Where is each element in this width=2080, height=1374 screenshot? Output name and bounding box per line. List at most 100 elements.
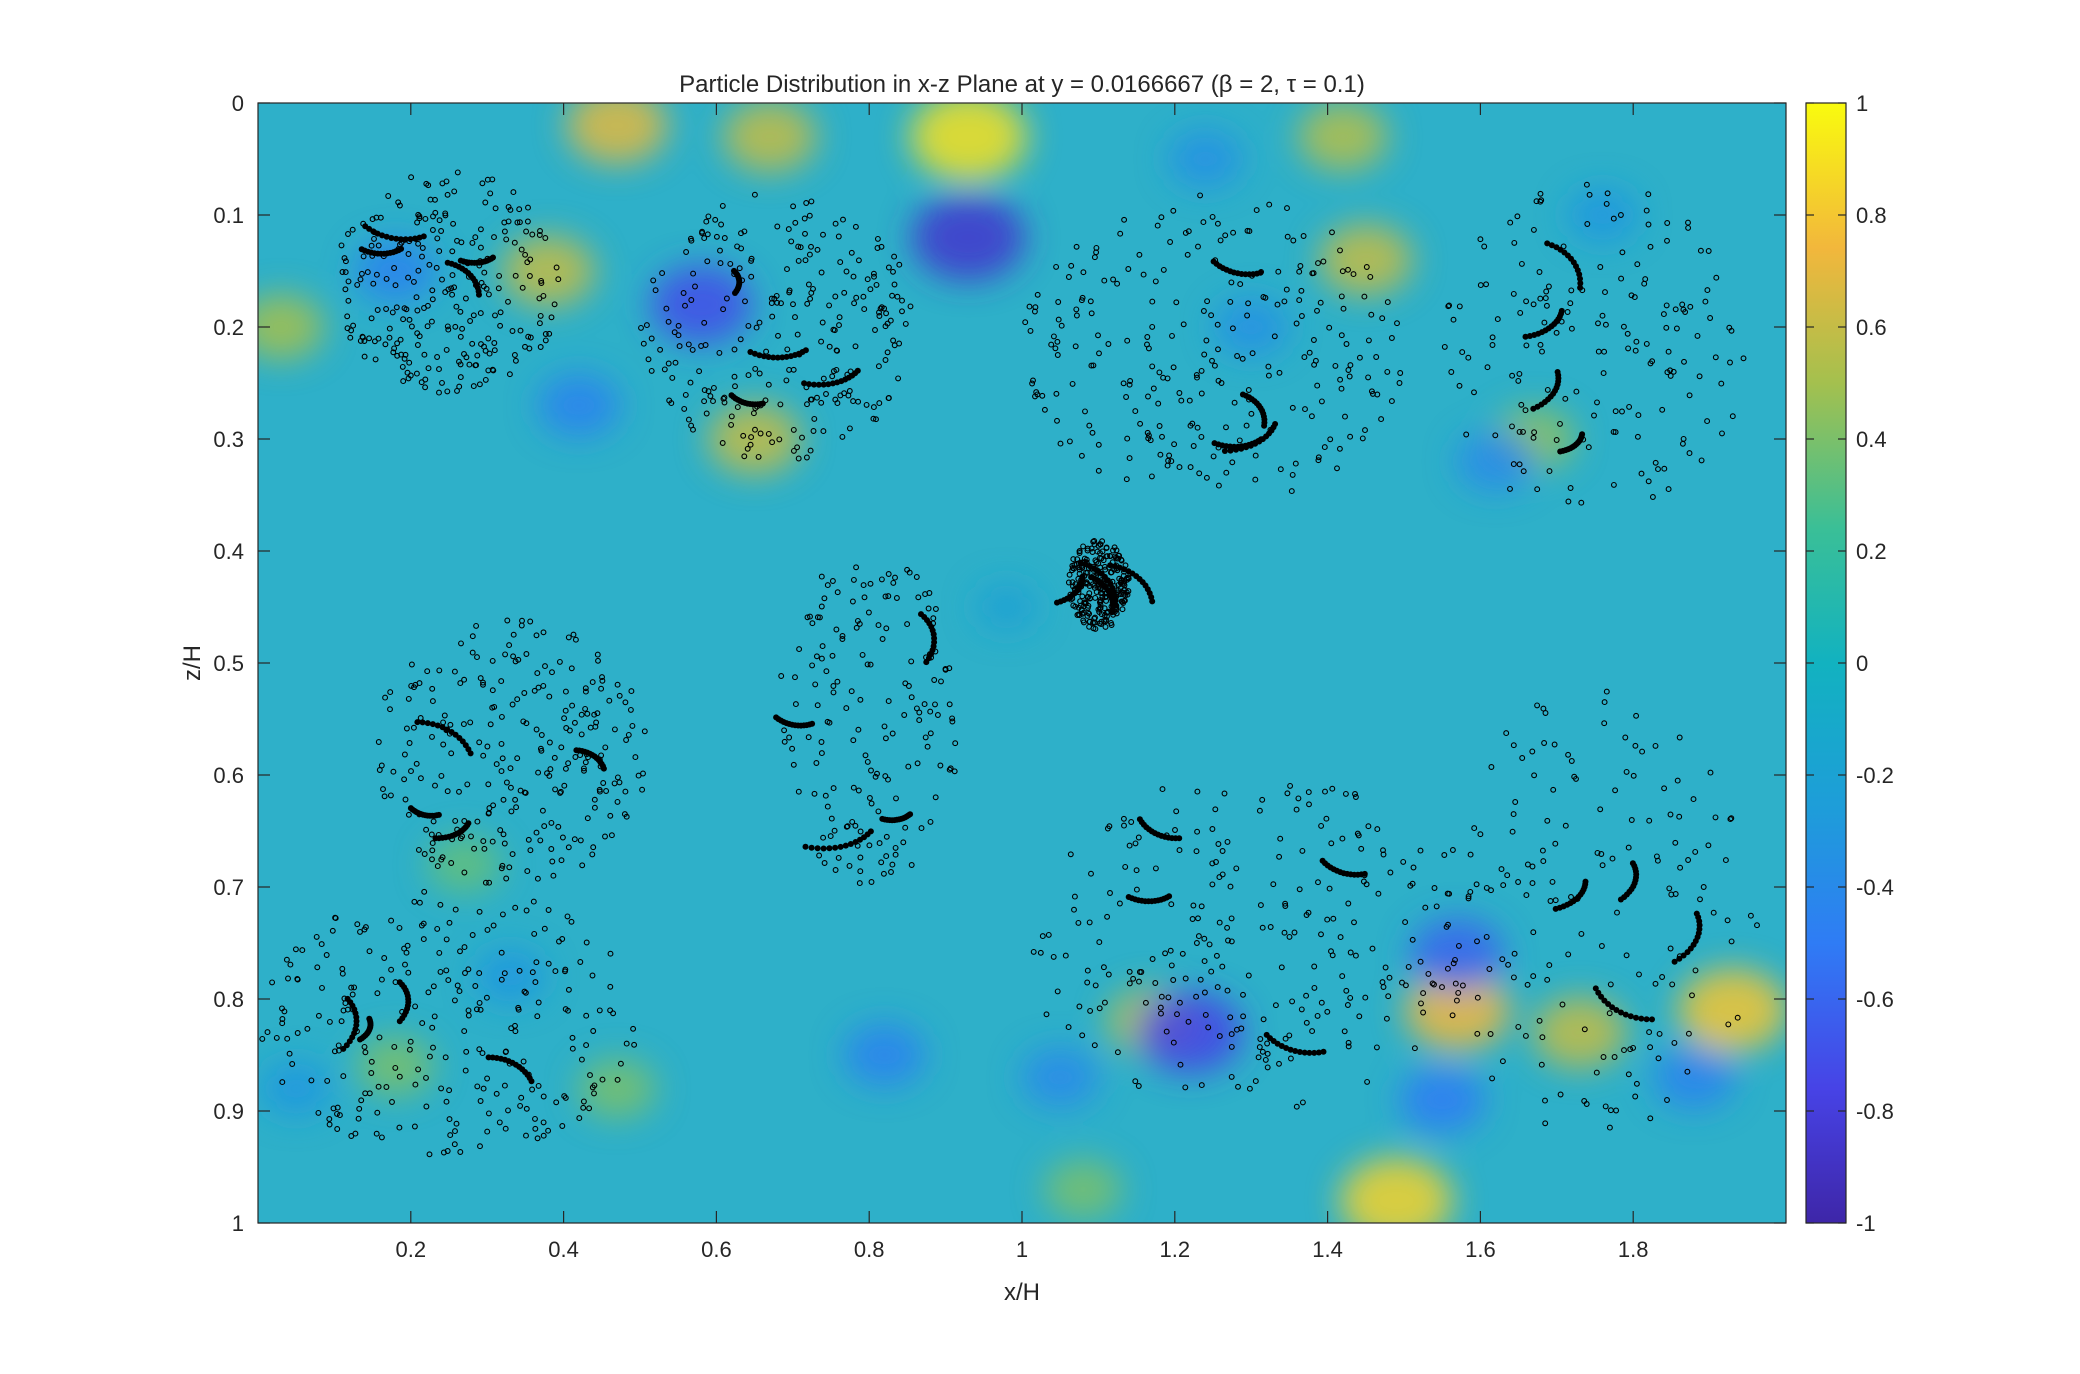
particle <box>676 343 683 350</box>
particle <box>1567 485 1574 491</box>
particle <box>809 662 816 669</box>
particle <box>1054 352 1061 358</box>
particle <box>474 352 481 359</box>
particle <box>1065 1024 1072 1031</box>
particle <box>623 737 630 743</box>
particle <box>422 384 429 391</box>
particle <box>1517 309 1524 316</box>
particle-filament <box>379 232 386 239</box>
particle <box>839 633 846 639</box>
particle-filament <box>1149 598 1156 605</box>
particle-filament <box>728 392 735 399</box>
particle <box>578 731 585 738</box>
particle <box>413 760 420 767</box>
particle <box>415 1066 422 1073</box>
particle <box>1117 579 1124 586</box>
particle <box>1546 962 1553 969</box>
particle <box>1265 372 1272 379</box>
particle <box>1692 967 1699 974</box>
particle-filament <box>1320 1048 1327 1055</box>
particle <box>1507 219 1514 226</box>
particle <box>813 760 820 766</box>
particle <box>537 837 544 844</box>
field-feature-5 <box>1677 968 1786 1053</box>
particle-filament <box>1296 1049 1303 1055</box>
particle-filament <box>1544 240 1551 247</box>
particle <box>1145 393 1151 400</box>
particle <box>902 320 909 327</box>
particle <box>315 1109 322 1116</box>
particle <box>1136 969 1143 975</box>
particle <box>1346 373 1353 380</box>
particle <box>1084 604 1091 611</box>
particle <box>1130 975 1137 982</box>
particle <box>498 865 505 872</box>
particle-filament <box>1627 1013 1634 1020</box>
particle <box>794 444 801 451</box>
particle <box>875 363 882 370</box>
particle <box>351 984 358 991</box>
particle <box>1456 382 1463 389</box>
particle <box>1729 413 1736 420</box>
particle-filament <box>779 354 786 361</box>
particle <box>1073 243 1080 250</box>
particle <box>501 840 508 847</box>
particle <box>1449 847 1456 853</box>
particle <box>334 1110 340 1117</box>
particle <box>1152 980 1159 986</box>
particle-filament <box>1261 422 1268 429</box>
particle <box>1705 248 1712 254</box>
particle <box>535 684 542 691</box>
particle <box>885 395 892 402</box>
particle <box>552 968 559 975</box>
particle <box>806 251 813 258</box>
particle <box>496 1119 503 1126</box>
particle <box>1627 1046 1634 1053</box>
field-feature-11 <box>501 235 596 307</box>
particle <box>1095 332 1101 339</box>
particle <box>1621 1047 1627 1054</box>
particle <box>883 833 890 840</box>
particle <box>414 307 421 314</box>
particle <box>1544 976 1551 983</box>
particle <box>477 226 484 233</box>
particle <box>502 651 509 658</box>
particle <box>538 277 545 284</box>
particle <box>555 276 562 283</box>
particle <box>1612 429 1619 436</box>
particle <box>1356 1013 1363 1020</box>
y-tick-label: 0.1 <box>213 203 244 228</box>
particle-filament-group <box>773 611 938 852</box>
particle <box>763 348 770 355</box>
particle <box>383 1084 390 1090</box>
particle <box>429 227 436 233</box>
particle <box>850 273 857 280</box>
particle <box>308 1077 315 1084</box>
particle <box>689 346 696 353</box>
y-tick-label: 0.3 <box>213 427 244 452</box>
particle <box>841 390 848 397</box>
particle <box>1240 991 1246 998</box>
particle <box>364 269 371 276</box>
particle <box>591 804 598 811</box>
particle <box>527 334 534 341</box>
particle <box>734 404 741 411</box>
particle <box>921 701 928 708</box>
particle <box>383 306 390 312</box>
particle <box>389 309 396 316</box>
particle <box>1079 593 1086 600</box>
particle <box>665 360 672 367</box>
particle <box>408 323 415 330</box>
particle <box>537 312 544 319</box>
particle <box>534 1013 541 1020</box>
particle <box>927 818 934 825</box>
particle <box>577 837 584 844</box>
particle <box>946 701 953 708</box>
y-tick-label: 0.8 <box>213 987 244 1012</box>
particle <box>883 310 890 317</box>
particle <box>806 212 813 219</box>
particle <box>1537 198 1544 205</box>
particle <box>477 310 484 317</box>
x-tick-label: 0.8 <box>854 1237 885 1262</box>
field-feature-14 <box>578 1058 657 1119</box>
